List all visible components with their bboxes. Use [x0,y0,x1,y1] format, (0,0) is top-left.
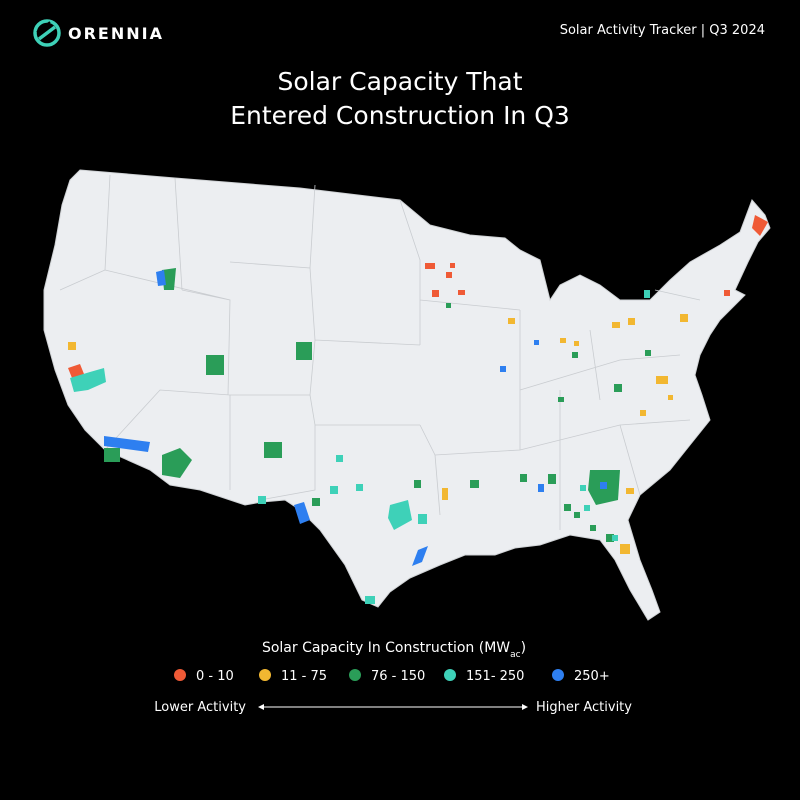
legend-swatch [444,669,456,681]
legend: 0 - 10 11 - 75 76 - 150 151- 250 250+ [174,669,610,684]
legend-swatch [552,669,564,681]
scale-low: Lower Activity [154,700,246,715]
legend-label: 0 - 10 [196,669,234,684]
tracker-label: Solar Activity Tracker | Q3 2024 [560,23,765,38]
brand: ORENNIA [68,24,164,43]
scale-arrow [258,704,528,710]
legend-title-text: Solar Capacity In Construction (MW [262,640,510,656]
title-line: Solar Capacity That [277,67,522,96]
legend-swatch [259,669,271,681]
legend-title-subscript: ac [510,650,521,660]
legend-title: Solar Capacity In Construction (MWac) [262,640,526,660]
legend-label: 76 - 150 [371,669,425,684]
legend-label: 11 - 75 [281,669,327,684]
legend-label: 250+ [574,669,610,684]
title-line: Entered Construction In Q3 [230,101,570,130]
county-patches [68,215,768,604]
us-map [43,169,771,621]
legend-label: 151- 250 [466,669,524,684]
scale-high: Higher Activity [536,700,632,715]
legend-title-end: ) [521,640,526,656]
logo: ORENNIA [33,19,164,47]
legend-swatch [349,669,361,681]
legend-swatch [174,669,186,681]
